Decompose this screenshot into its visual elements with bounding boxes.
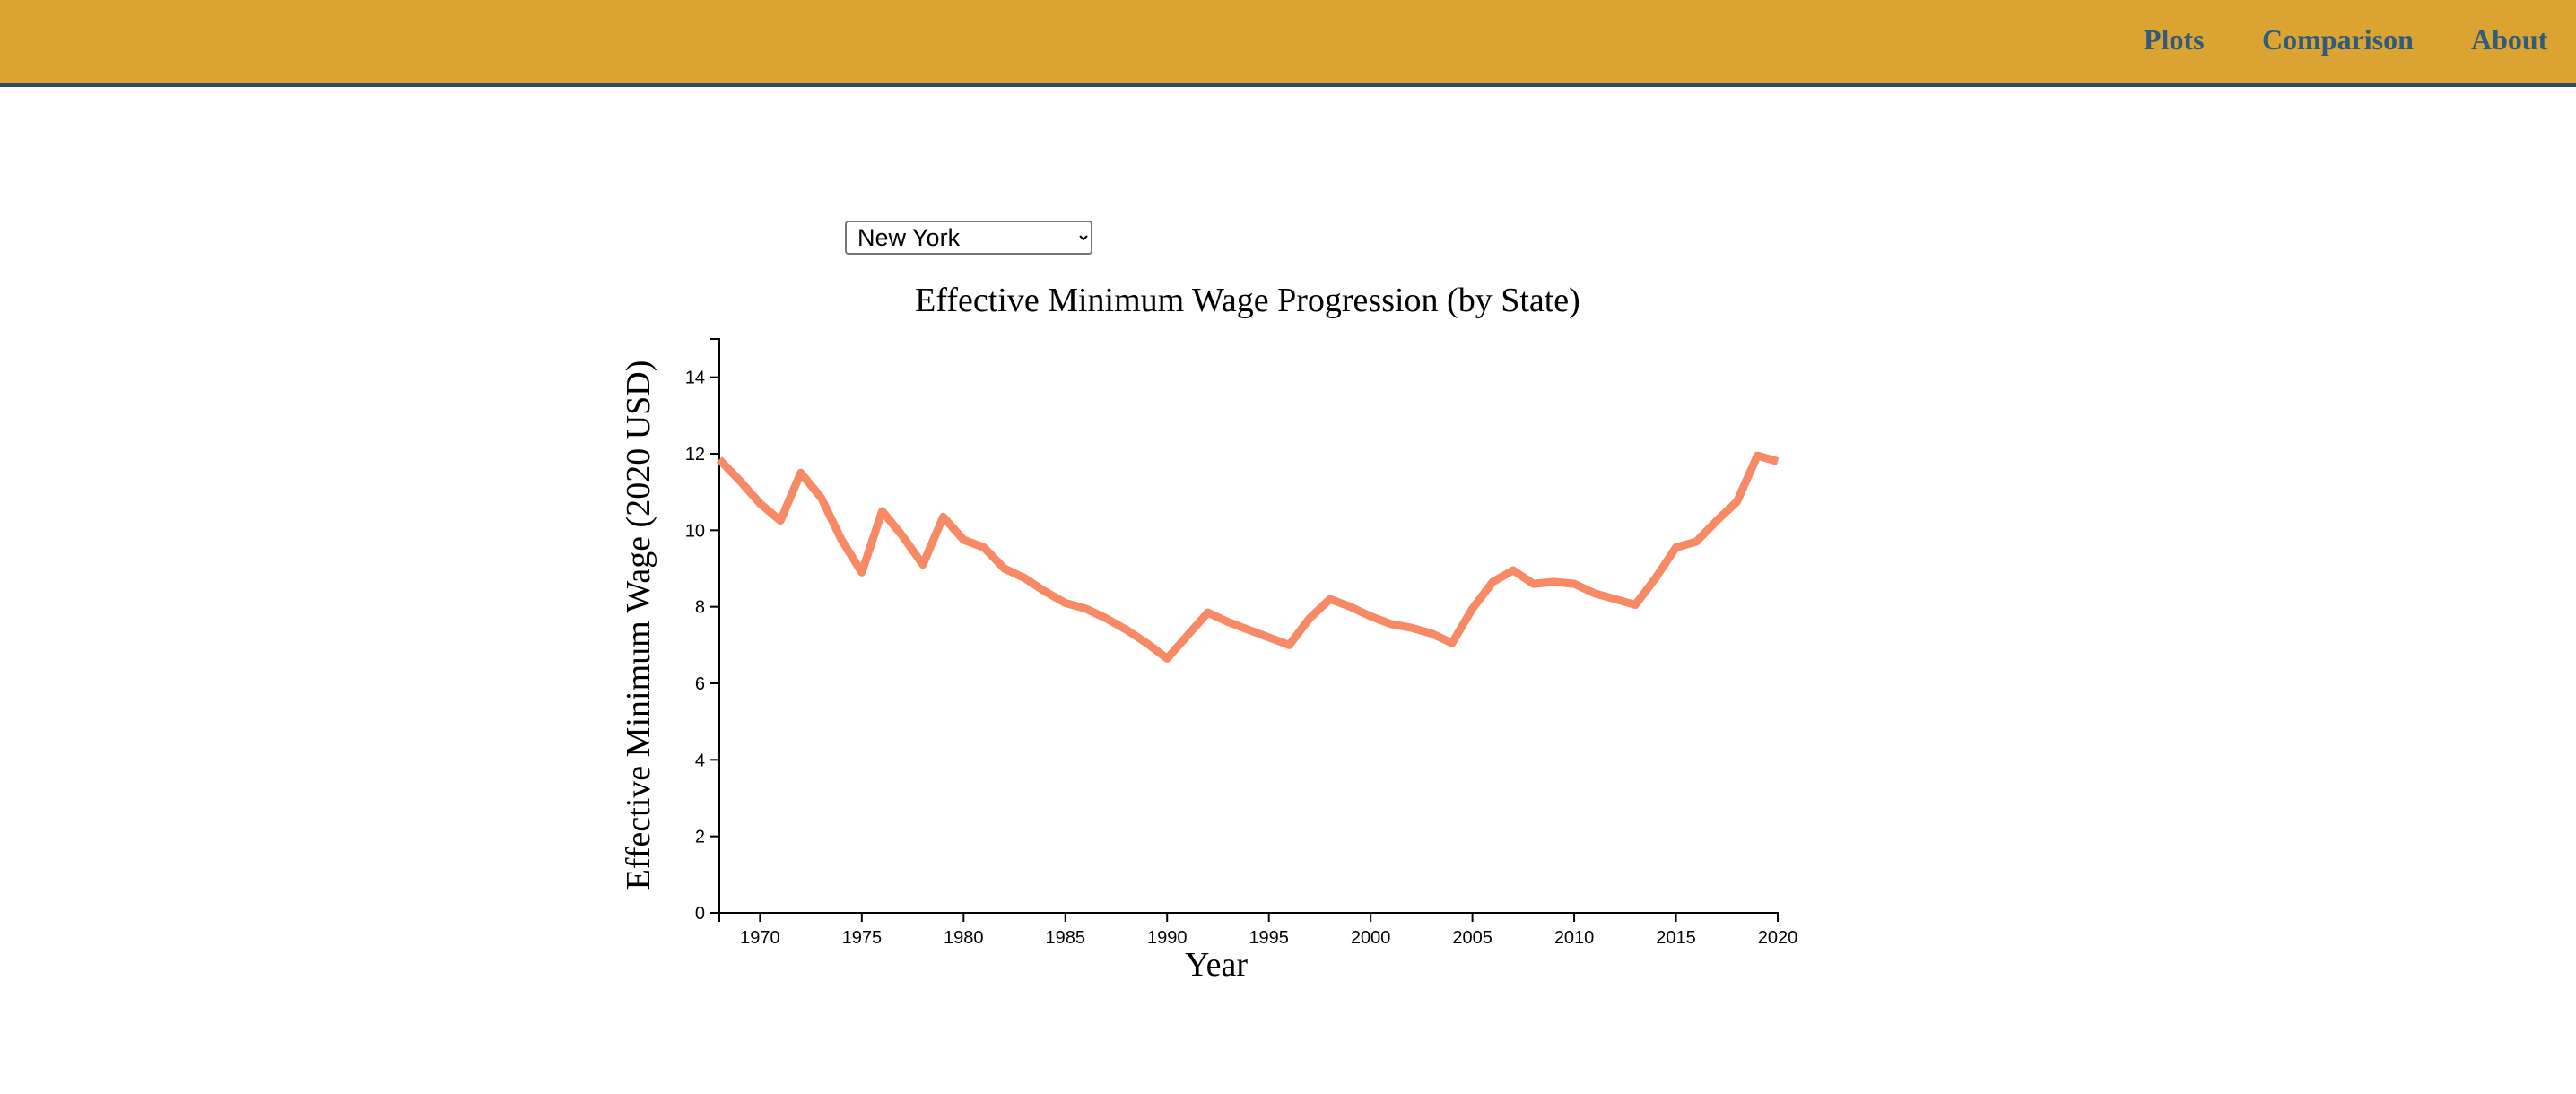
x-axis-label: Year bbox=[1185, 946, 1248, 984]
x-tick-label: 2015 bbox=[1656, 928, 1696, 948]
y-tick-label: 8 bbox=[695, 598, 705, 618]
x-tick-label: 1995 bbox=[1249, 928, 1289, 948]
x-axis-line bbox=[718, 912, 1779, 922]
y-tick-label: 2 bbox=[695, 828, 705, 847]
y-tick-label: 10 bbox=[685, 521, 705, 541]
x-tick-label: 1970 bbox=[740, 928, 780, 948]
y-tick-label: 0 bbox=[695, 904, 705, 924]
x-tick-label: 1980 bbox=[944, 928, 984, 948]
chart-title: Effective Minimum Wage Progression (by S… bbox=[915, 282, 1580, 319]
plot-area bbox=[716, 451, 1780, 663]
y-axis-label: Effective Minimum Wage (2020 USD) bbox=[620, 360, 657, 890]
x-tick-label: 1985 bbox=[1046, 928, 1086, 948]
y-tick-label: 14 bbox=[685, 369, 705, 388]
x-tick-label: 2020 bbox=[1758, 928, 1798, 948]
y-axis-line bbox=[710, 338, 720, 914]
x-tick-label: 2005 bbox=[1452, 928, 1493, 948]
x-tick-label: 1990 bbox=[1147, 928, 1188, 948]
state-select[interactable]: New York bbox=[845, 221, 1092, 255]
nav-link-plots[interactable]: Plots bbox=[2144, 23, 2205, 56]
nav-link-about[interactable]: About bbox=[2471, 23, 2548, 56]
top-navbar: Plots Comparison About bbox=[0, 0, 2576, 87]
y-tick-label: 6 bbox=[695, 674, 705, 694]
y-tick-label: 4 bbox=[695, 751, 705, 770]
x-tick-label: 1975 bbox=[842, 928, 883, 948]
x-tick-label: 2010 bbox=[1554, 928, 1595, 948]
series-line bbox=[716, 451, 1780, 663]
y-tick-label: 12 bbox=[685, 445, 705, 465]
chart-axes: 0 2 4 6 8 10 12 14 1970 1975 1980 1985 1990 1995 2000 2… bbox=[685, 338, 1798, 948]
nav-link-comparison[interactable]: Comparison bbox=[2262, 23, 2414, 56]
x-tick-label: 2000 bbox=[1351, 928, 1391, 948]
